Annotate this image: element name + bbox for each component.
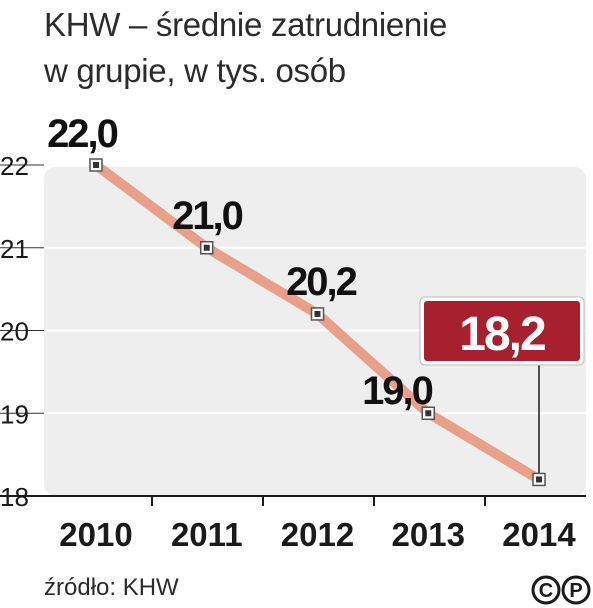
data-label: 20,2: [286, 260, 357, 304]
x-tick-label: 2013: [392, 516, 465, 553]
data-labels: 22,0 21,0 20,2 19,0 18,2: [47, 112, 585, 413]
x-tick-label: 2010: [59, 516, 132, 553]
x-tick-label: 2011: [171, 516, 243, 553]
series-line-group: [89, 158, 546, 487]
data-label: 19,0: [362, 369, 433, 413]
logo-circle-p: [561, 575, 591, 605]
x-tick-label: 2014: [502, 516, 576, 553]
logo-letter-c: C: [539, 580, 553, 602]
title-line-1: KHW – średnie zatrudnienie: [44, 6, 448, 43]
data-point-marker-center: [203, 244, 210, 251]
y-tick-label: 18: [0, 482, 29, 512]
x-axis-ticks: 2010 2011 2012 2013 2014: [59, 496, 576, 553]
source-note: źródło: KHW: [44, 574, 179, 601]
logo-circle-c: [531, 575, 561, 605]
publisher-logo: C P: [531, 575, 591, 605]
y-tick-label: 21: [0, 234, 29, 264]
x-tick-label: 2012: [281, 516, 354, 553]
y-tick-label: 22: [0, 151, 29, 181]
data-label: 22,0: [47, 112, 118, 156]
highlight-label-box: [424, 301, 580, 361]
highlight-data-label: 18,2: [459, 308, 545, 361]
y-tick-label: 20: [0, 317, 29, 347]
data-point-marker-center: [314, 310, 321, 317]
title-line-2: w grupie, w tys. osób: [44, 52, 346, 89]
y-tick-label: 19: [0, 399, 29, 429]
data-point-marker-center: [93, 162, 99, 168]
data-point-marker-center: [536, 476, 542, 483]
data-point-marker-center: [425, 410, 432, 417]
chart-title: KHW – średnie zatrudnienie w grupie, w t…: [44, 2, 584, 94]
data-label: 21,0: [172, 194, 243, 238]
y-axis-ticks: 22 21 20 19 18: [0, 151, 29, 512]
logo-letter-p: P: [569, 580, 582, 602]
